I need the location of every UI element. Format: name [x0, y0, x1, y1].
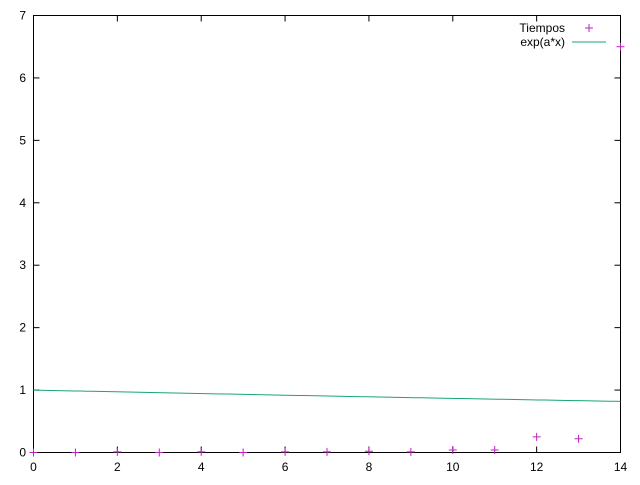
x-tick-label: 10 — [446, 460, 460, 474]
data-point — [574, 434, 583, 443]
y-tick-label: 5 — [19, 133, 26, 147]
data-point — [71, 448, 80, 457]
y-tick-label: 2 — [19, 321, 26, 335]
legend-marker — [585, 24, 593, 32]
x-tick-label: 12 — [530, 460, 544, 474]
series-layer — [29, 42, 625, 457]
x-tick-label: 14 — [614, 460, 628, 474]
x-tick-label: 4 — [198, 460, 205, 474]
y-tick-label: 4 — [19, 196, 26, 210]
data-point — [364, 447, 373, 456]
x-tick-label: 2 — [114, 460, 121, 474]
y-tick-label: 6 — [19, 71, 26, 85]
plot-frame — [33, 15, 621, 453]
y-tick-label: 0 — [19, 446, 26, 460]
y-tick-label: 3 — [19, 258, 26, 272]
data-point — [197, 447, 206, 456]
x-tick-label: 0 — [30, 460, 37, 474]
data-point — [239, 448, 248, 457]
data-point — [406, 447, 415, 456]
data-point — [448, 446, 457, 455]
x-tick-label: 6 — [282, 460, 289, 474]
data-point — [616, 42, 625, 51]
y-tick-label: 1 — [19, 383, 26, 397]
data-point — [29, 448, 38, 457]
data-point — [155, 448, 164, 457]
data-point — [323, 447, 331, 456]
fit-curve — [33, 389, 621, 402]
data-point — [281, 447, 290, 456]
data-point — [532, 432, 541, 441]
x-tick-label: 8 — [366, 460, 373, 474]
legend-label: exp(a*x) — [520, 35, 565, 49]
legend-label: Tiempos — [519, 21, 565, 35]
y-tick-label: 7 — [19, 9, 26, 23]
data-point — [490, 446, 499, 455]
data-point — [113, 447, 122, 456]
